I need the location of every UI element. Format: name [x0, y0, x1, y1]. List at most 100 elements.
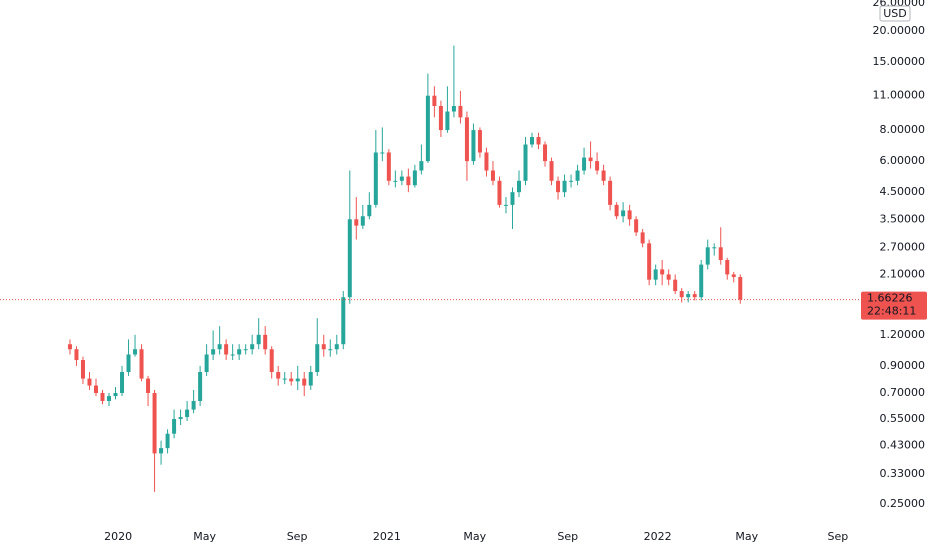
candle-body	[269, 349, 274, 373]
x-tick-label: Sep	[828, 530, 849, 543]
candle-body	[679, 291, 684, 298]
candle-body	[230, 354, 235, 356]
candle-body	[224, 344, 229, 355]
candle-body	[373, 152, 378, 205]
x-tick-label: May	[193, 530, 216, 543]
candle-body	[412, 170, 417, 186]
candle-body	[263, 334, 268, 350]
candle-body	[308, 372, 313, 386]
y-tick-label: 2.10000	[880, 267, 926, 280]
candle-body	[425, 95, 430, 162]
y-tick-label: 0.43000	[880, 439, 926, 452]
y-tick-label: 26.00000	[873, 0, 926, 9]
candle-body	[497, 180, 502, 205]
candle-body	[198, 372, 203, 401]
candle-body	[516, 180, 521, 193]
candle-body	[211, 349, 216, 355]
candle-body	[256, 334, 261, 345]
candle-body	[464, 117, 469, 162]
candle-body	[556, 180, 561, 193]
candle-body	[93, 385, 98, 393]
candle-body	[178, 417, 183, 420]
candle-body	[582, 157, 587, 171]
candle-body	[354, 219, 359, 226]
y-tick-label: 0.33000	[880, 467, 926, 480]
y-tick-label: 0.25000	[880, 497, 926, 510]
candle-body	[67, 344, 72, 350]
candle-body	[217, 344, 222, 350]
candle-body	[367, 204, 372, 217]
candle-body	[712, 247, 717, 249]
candle-body	[139, 349, 144, 379]
y-tick-label: 15.00000	[873, 55, 926, 68]
candle-body	[477, 130, 482, 153]
candle-body	[380, 152, 385, 154]
candle-body	[302, 378, 307, 386]
candle-body	[562, 180, 567, 193]
candle-body	[243, 349, 248, 351]
candle-body	[399, 176, 404, 181]
candle-body	[445, 111, 450, 131]
y-tick-label: 6.00000	[880, 154, 926, 167]
candle-body	[471, 130, 476, 162]
candle-body	[569, 180, 574, 182]
y-tick-label: 0.70000	[880, 386, 926, 399]
candle-body	[133, 349, 138, 355]
candle-body	[699, 264, 704, 298]
candle-body	[321, 344, 326, 350]
candle-body	[738, 277, 743, 300]
candle-body	[666, 274, 671, 280]
candle-body	[146, 378, 151, 393]
candle-body	[686, 294, 691, 298]
candle-body	[640, 232, 645, 244]
candle-body	[451, 105, 456, 112]
candle-body	[113, 392, 118, 397]
candle-body	[692, 294, 697, 298]
candle-body	[530, 137, 535, 145]
candle-body	[172, 419, 177, 434]
x-tick-label: Sep	[557, 530, 578, 543]
candle-body	[588, 157, 593, 162]
countdown: 22:48:11	[867, 305, 916, 318]
candle-body	[614, 204, 619, 217]
candle-body	[510, 192, 515, 205]
candle-body	[536, 137, 541, 145]
candles	[67, 45, 743, 492]
currency-label: USD	[883, 7, 907, 20]
last-price-box	[861, 291, 927, 320]
candle-body	[276, 372, 281, 379]
candle-body	[634, 219, 639, 233]
candle-body	[432, 95, 437, 106]
candle-body	[725, 260, 730, 275]
candle-body	[237, 349, 242, 355]
candle-body	[458, 105, 463, 118]
candle-body	[595, 161, 600, 171]
candle-body	[250, 344, 255, 350]
x-tick-label: May	[463, 530, 486, 543]
candle-body	[660, 269, 665, 275]
x-tick-label: 2022	[644, 530, 672, 543]
y-tick-label: 4.50000	[880, 185, 926, 198]
candle-body	[601, 170, 606, 181]
candle-body	[393, 180, 398, 182]
currency-box	[879, 5, 911, 22]
candle-body	[731, 274, 736, 278]
y-tick-label: 11.00000	[873, 89, 926, 102]
candle-body	[575, 170, 580, 181]
candle-body	[653, 269, 658, 280]
candle-body	[386, 152, 391, 181]
candle-body	[282, 378, 287, 380]
y-tick-label: 1.20000	[880, 328, 926, 341]
candle-body	[334, 344, 339, 350]
candle-body	[503, 204, 508, 206]
candle-body	[627, 210, 632, 220]
y-tick-label: 0.90000	[880, 359, 926, 372]
candle-body	[621, 210, 626, 217]
candle-body	[718, 247, 723, 261]
candle-body	[87, 378, 92, 386]
candle-body	[315, 344, 320, 373]
candle-body	[204, 354, 209, 373]
candle-body	[543, 144, 548, 162]
candle-body	[126, 354, 131, 373]
